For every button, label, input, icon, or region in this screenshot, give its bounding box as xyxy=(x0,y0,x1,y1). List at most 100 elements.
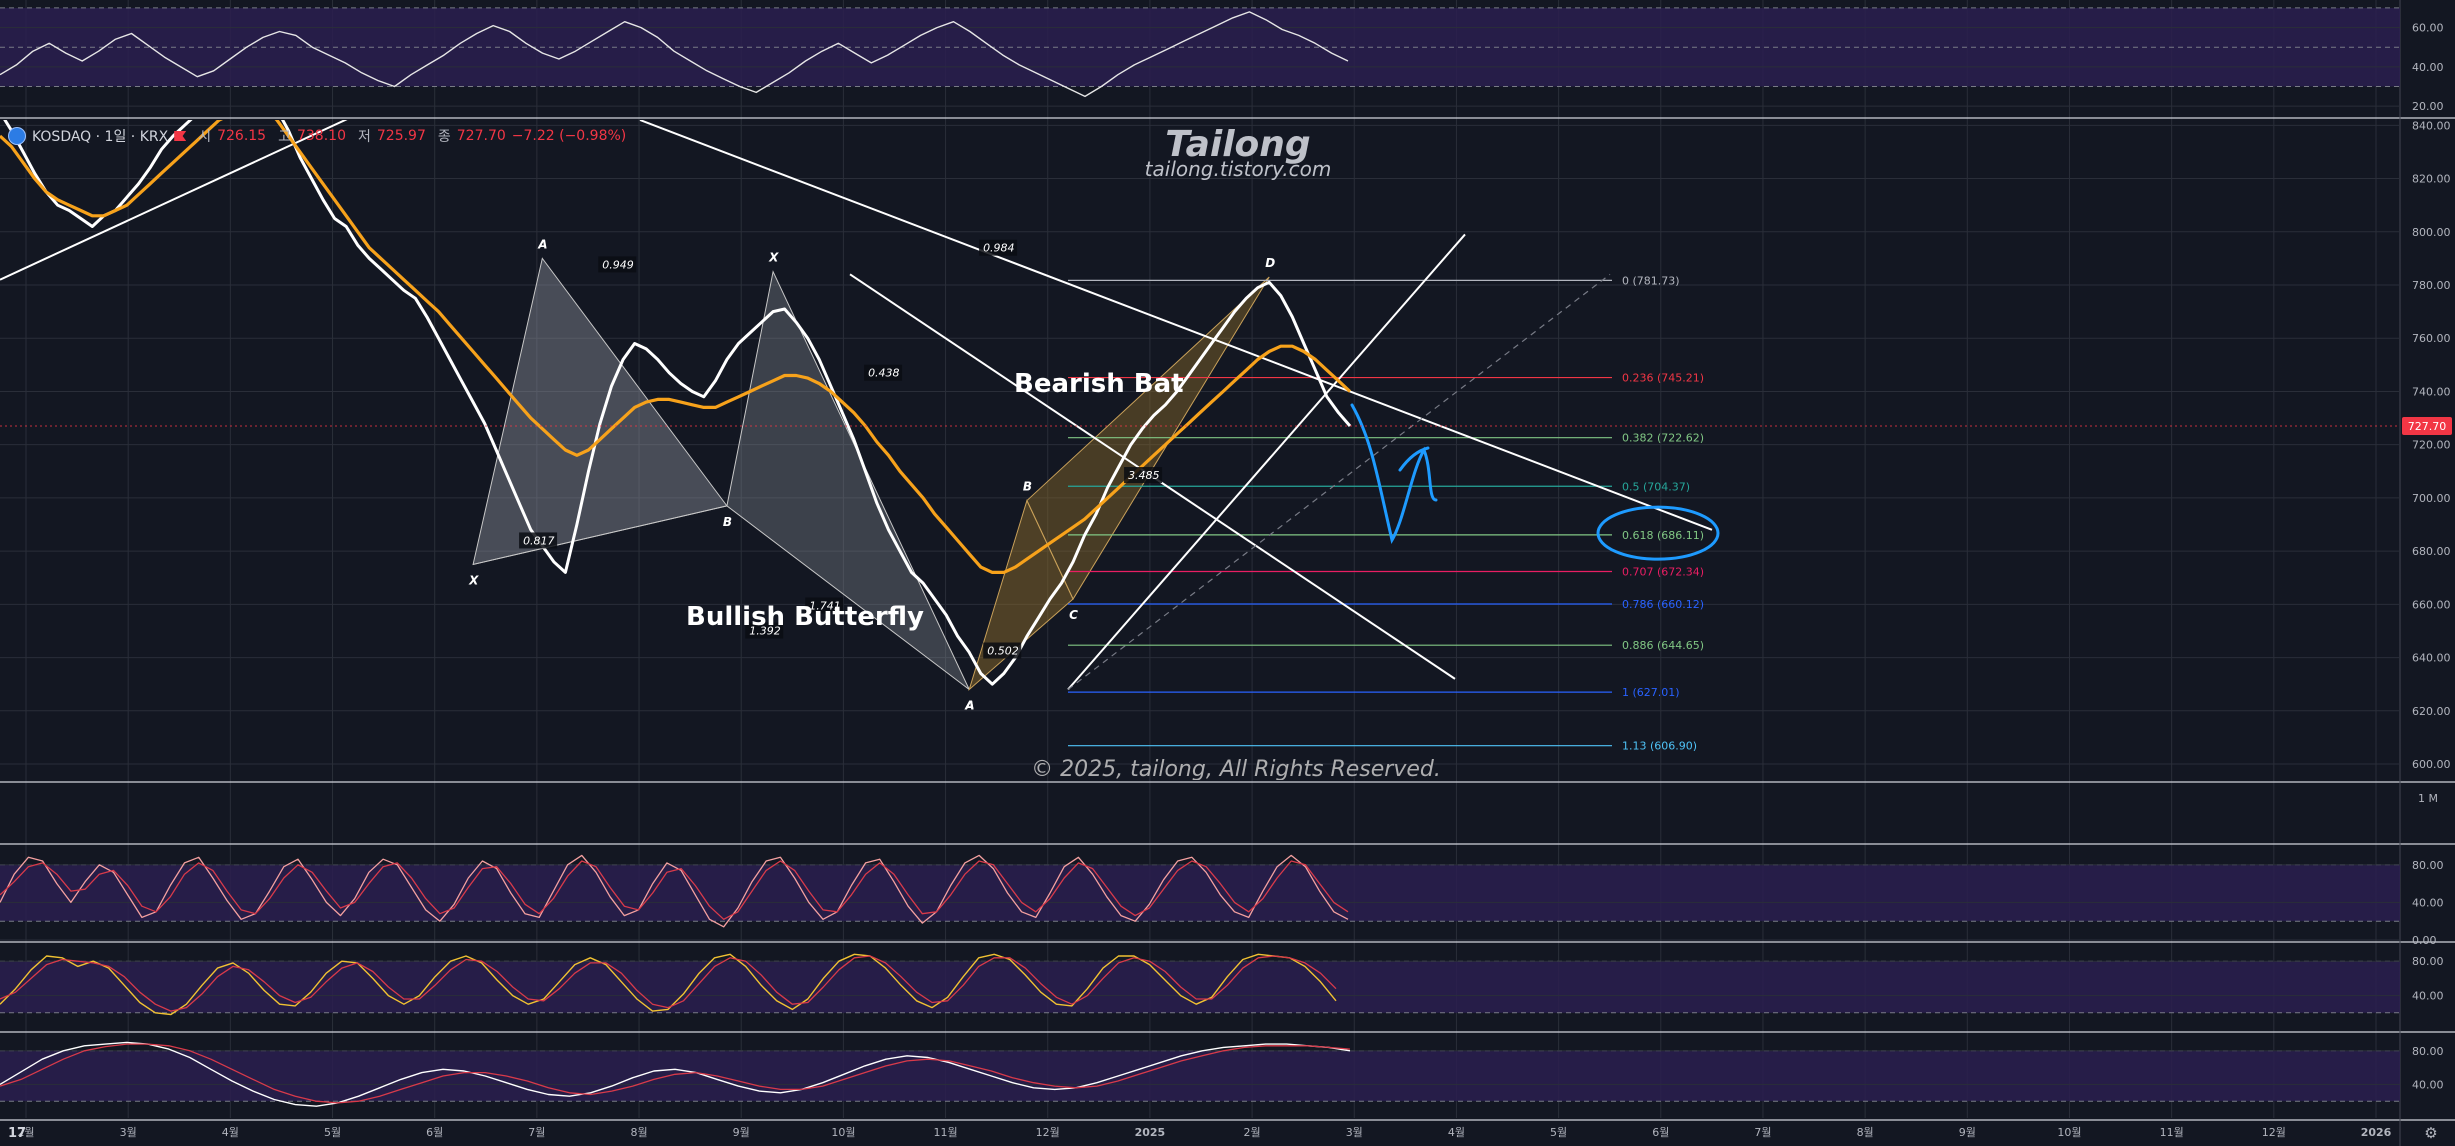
fib-level-label: 0.236 (745.21) xyxy=(1622,372,1704,385)
ratio-background xyxy=(1124,467,1163,484)
open-label: 시 xyxy=(198,129,212,145)
time-tick-label: 6월 xyxy=(1652,1126,1669,1139)
timeframe-button: 1 M xyxy=(2418,792,2438,805)
stoch-2-band-fill xyxy=(0,961,2400,1013)
stoch-3-band-fill xyxy=(0,1050,2400,1102)
ratio-background xyxy=(598,256,637,273)
value-tick-label: 0.00 xyxy=(2412,934,2437,947)
tradingview-logo-icon[interactable]: 17 xyxy=(8,1126,27,1141)
symbol-title[interactable]: KOSDAQ · 1일 · KRX xyxy=(32,129,169,145)
time-tick-label: 12월 xyxy=(1036,1126,1060,1139)
value-tick-label: 780.00 xyxy=(2412,279,2451,292)
bat-point-label: C xyxy=(1069,608,1078,622)
value-tick-label: 820.00 xyxy=(2412,173,2451,186)
ratio-background xyxy=(805,597,844,614)
time-tick-label: 2월 xyxy=(1244,1126,1261,1139)
butterfly-ratio-label: 1.741 xyxy=(809,600,841,613)
value-tick-label: 740.00 xyxy=(2412,385,2451,398)
time-tick-label: 4월 xyxy=(222,1126,239,1139)
value-tick-label: 660.00 xyxy=(2412,598,2451,611)
time-tick-label: 5월 xyxy=(1550,1126,1567,1139)
time-tick-label: 11월 xyxy=(2160,1126,2184,1139)
fib-level-label: 0.886 (644.65) xyxy=(1622,639,1704,652)
blue-target-ellipse xyxy=(1596,505,1720,561)
watermark-subtitle: tailong.tistory.com xyxy=(1145,157,1332,181)
fib-level-label: 0.707 (672.34) xyxy=(1622,566,1704,579)
ratio-background xyxy=(979,239,1018,256)
kosdaq-logo-icon xyxy=(8,127,26,145)
time-tick-label: 10월 xyxy=(2057,1126,2081,1139)
bat-point-label: A xyxy=(964,699,974,713)
value-tick-label: 80.00 xyxy=(2412,1045,2444,1058)
trend-line xyxy=(639,120,1713,531)
bat-point-label: D xyxy=(1265,256,1275,270)
high-label: 고 xyxy=(278,129,291,145)
stoch-2-series-1 xyxy=(0,953,1337,1016)
value-tick-label: 700.00 xyxy=(2412,492,2451,505)
bat-ratio-label: 0.438 xyxy=(868,367,900,380)
last-price-label: 727.70 xyxy=(2408,420,2447,433)
close-label: 종 xyxy=(437,129,451,145)
ratio-background xyxy=(864,364,903,381)
fib-level-label: 1.13 (606.90) xyxy=(1622,740,1697,753)
fib-level-label: 1 (627.01) xyxy=(1622,686,1680,699)
time-tick-label: 8월 xyxy=(1857,1126,1874,1139)
symbol-legend: KOSDAQ · 1일 · KRX 시 726.15 고 738.10 저 72… xyxy=(8,124,626,148)
time-tick-label: 12월 xyxy=(2262,1126,2286,1139)
butterfly-point-label: A xyxy=(964,699,974,713)
open-value: 726.15 xyxy=(217,128,267,144)
blue-forecast-stroke xyxy=(1350,403,1438,544)
fib-level-label: 0.786 (660.12) xyxy=(1622,598,1704,611)
stoch-3-series-1 xyxy=(0,1041,1351,1107)
time-tick-label: 11월 xyxy=(934,1126,958,1139)
butterfly-xb-line xyxy=(472,505,728,565)
butterfly-ratio-label: 0.949 xyxy=(602,258,634,271)
change-value: −7.22 (−0.98%) xyxy=(511,128,627,144)
rsi-top-axis: 60.00 40.00 20.00 xyxy=(0,22,2444,113)
main-price-axis: 840.00 820.00 800.00 780.00 760.00 740.00 720.… xyxy=(0,119,2451,771)
value-tick-label: 680.00 xyxy=(2412,545,2451,558)
time-tick-label: 8월 xyxy=(630,1126,647,1139)
high-value: 738.10 xyxy=(296,128,346,144)
close-value: 727.70 xyxy=(456,128,506,144)
time-tick-label: 9월 xyxy=(1959,1126,1976,1139)
trend-line xyxy=(0,120,348,281)
fibonacci-levels: 0 (781.73) 0.236 (745.21) 0.382 (722.62) 0.… xyxy=(1068,274,1704,753)
butterfly-ratio-label: 1.392 xyxy=(749,625,781,638)
low-value: 725.97 xyxy=(376,128,426,144)
time-tick-label: 10월 xyxy=(831,1126,855,1139)
time-tick-label: 2월 xyxy=(17,1126,34,1139)
value-tick-label: 20.00 xyxy=(2412,100,2444,113)
value-tick-label: 40.00 xyxy=(2412,896,2444,909)
butterfly-point-label: X xyxy=(768,251,779,265)
bat-pattern-name: Bearish Bat xyxy=(1014,369,1184,399)
butterfly-ratio-label: 0.817 xyxy=(523,534,555,547)
stoch-2-series-2 xyxy=(0,955,1337,1012)
value-tick-label: 40.00 xyxy=(2412,990,2444,1003)
stoch-3-series-2 xyxy=(0,1043,1351,1104)
fib-level-label: 0.382 (722.62) xyxy=(1622,432,1704,445)
watermark-title: Tailong xyxy=(1165,124,1310,165)
time-tick-label: 6월 xyxy=(426,1126,443,1139)
time-tick-label: 3월 xyxy=(120,1126,137,1139)
settings-gear-icon[interactable]: ⚙ xyxy=(2424,1124,2438,1142)
main-price-series-1 xyxy=(3,120,1352,686)
market-flag-icon xyxy=(174,131,187,141)
time-tick-label: 7월 xyxy=(528,1126,545,1139)
ratio-background xyxy=(745,622,784,639)
stoch-1-series-2 xyxy=(0,860,1349,920)
butterfly-point-label: B xyxy=(723,515,732,529)
time-tick-label: 5월 xyxy=(324,1126,341,1139)
value-tick-label: 80.00 xyxy=(2412,955,2444,968)
time-axis: 2월 3월 4월 5월 6월 7월 8월 9월 10월 11월 12월 2025 2월 3월 4월 5월 6월 7… xyxy=(17,1126,2391,1139)
time-tick-label: 9월 xyxy=(733,1126,750,1139)
last-price-badge xyxy=(2402,417,2452,436)
ratio-background xyxy=(519,532,558,549)
time-tick-label: 4월 xyxy=(1448,1126,1465,1139)
value-tick-label: 620.00 xyxy=(2412,705,2451,718)
value-tick-label: 840.00 xyxy=(2412,119,2451,132)
stoch-1-series-1 xyxy=(0,854,1349,928)
fib-level-label: 0.618 (686.11) xyxy=(1622,529,1704,542)
bat-ratio-label: 0.984 xyxy=(983,242,1015,255)
